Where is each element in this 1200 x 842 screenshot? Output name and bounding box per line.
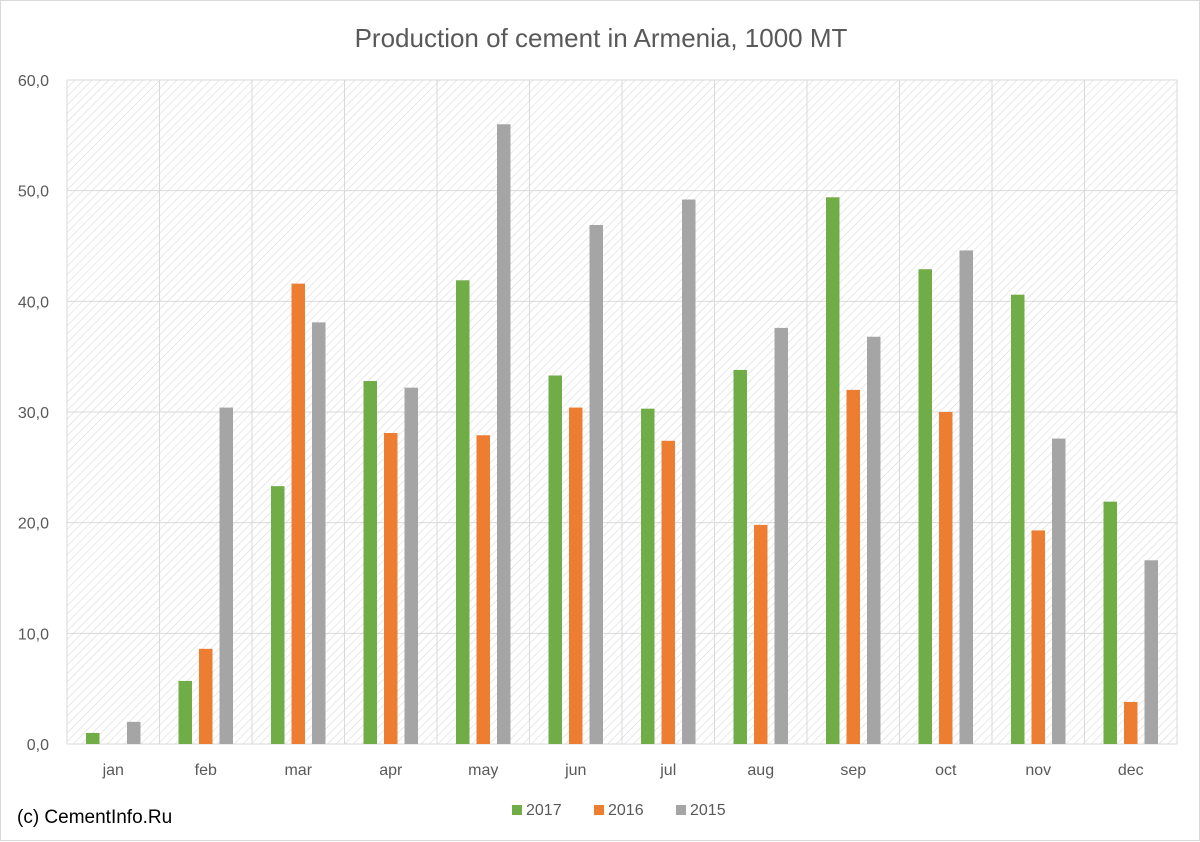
bar-2015-apr	[404, 387, 418, 744]
y-tick-label: 60,0	[18, 73, 49, 90]
legend-swatch-2015	[676, 805, 686, 815]
x-tick-label: feb	[195, 762, 217, 779]
bar-2016-apr	[384, 433, 398, 744]
x-tick-label: jul	[659, 762, 676, 779]
legend-swatch-2017	[512, 805, 522, 815]
bar-2015-jul	[682, 199, 696, 744]
legend-swatch-2016	[594, 805, 604, 815]
bar-2015-feb	[219, 407, 233, 744]
y-tick-label: 20,0	[18, 516, 49, 533]
bar-2015-jan	[127, 721, 141, 744]
y-tick-label: 0,0	[27, 737, 49, 754]
bar-2015-oct	[959, 250, 973, 744]
bar-2016-sep	[846, 389, 860, 744]
x-tick-label: may	[468, 762, 498, 779]
bar-2017-dec	[1103, 501, 1117, 744]
y-tick-label: 10,0	[18, 626, 49, 643]
bar-2017-jan	[86, 732, 100, 744]
y-tick-label: 40,0	[18, 294, 49, 311]
bar-2016-mar	[291, 283, 305, 744]
bar-2017-oct	[918, 269, 932, 744]
bar-2015-jun	[589, 224, 603, 744]
bar-2015-mar	[312, 322, 326, 744]
x-tick-label: sep	[840, 762, 866, 779]
bar-2017-jul	[641, 408, 655, 744]
bar-2017-aug	[733, 369, 747, 744]
x-tick-label: jun	[564, 762, 586, 779]
bar-2016-jun	[569, 407, 583, 744]
bar-2015-nov	[1052, 438, 1066, 744]
bar-2017-nov	[1011, 294, 1025, 744]
bar-2017-sep	[826, 197, 840, 745]
bar-2016-aug	[754, 524, 768, 744]
x-tick-label: mar	[284, 762, 312, 779]
x-tick-label: jan	[102, 762, 124, 779]
bar-2015-dec	[1144, 560, 1158, 744]
bar-2015-may	[497, 124, 511, 745]
source-note: (c) CementInfo.Ru	[17, 807, 173, 828]
x-tick-label: aug	[747, 762, 774, 779]
x-tick-label: oct	[935, 762, 957, 779]
bar-2016-may	[476, 435, 490, 744]
y-tick-label: 50,0	[18, 184, 49, 201]
legend-label-2015: 2015	[690, 802, 726, 819]
legend-label-2017: 2017	[526, 802, 562, 819]
legend-label-2016: 2016	[608, 802, 644, 819]
y-tick-label: 30,0	[18, 405, 49, 422]
bar-2017-apr	[363, 381, 377, 744]
bar-2017-may	[456, 280, 470, 744]
bar-2017-feb	[178, 680, 192, 744]
bar-2016-nov	[1031, 530, 1045, 744]
bar-2016-oct	[939, 412, 953, 744]
x-tick-label: dec	[1118, 762, 1144, 779]
x-tick-label: apr	[379, 762, 403, 779]
bar-2017-mar	[271, 486, 285, 744]
bar-2016-feb	[199, 648, 213, 744]
bar-2015-aug	[774, 327, 788, 744]
x-tick-label: nov	[1025, 762, 1051, 779]
bar-2017-jun	[548, 375, 562, 744]
bar-2015-sep	[867, 336, 881, 744]
chart-title: Production of cement in Armenia, 1000 MT	[355, 23, 848, 53]
bar-2016-jul	[661, 440, 675, 744]
bar-2016-dec	[1124, 701, 1138, 744]
